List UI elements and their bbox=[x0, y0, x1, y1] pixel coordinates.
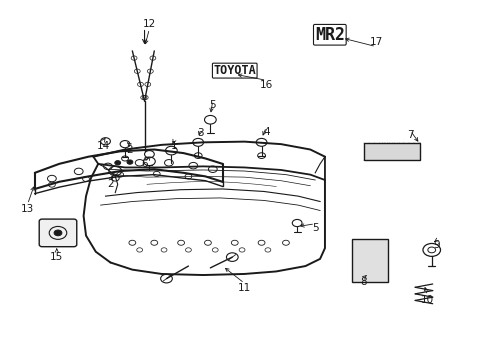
Bar bbox=[351, 239, 387, 282]
Text: 3: 3 bbox=[197, 129, 203, 138]
Text: 16: 16 bbox=[259, 80, 272, 90]
Text: MR2: MR2 bbox=[314, 26, 344, 44]
Circle shape bbox=[115, 161, 121, 165]
Text: 5: 5 bbox=[311, 224, 318, 233]
Text: 10: 10 bbox=[420, 295, 433, 305]
Text: 2: 2 bbox=[126, 144, 133, 154]
Text: 17: 17 bbox=[369, 37, 382, 47]
Bar bbox=[363, 143, 419, 160]
Text: 12: 12 bbox=[142, 19, 156, 29]
Text: 15: 15 bbox=[50, 252, 63, 262]
Text: 9: 9 bbox=[433, 239, 440, 249]
Circle shape bbox=[54, 230, 62, 236]
Text: 13: 13 bbox=[21, 204, 34, 214]
Circle shape bbox=[127, 160, 133, 164]
Text: 6: 6 bbox=[141, 159, 147, 169]
Text: 7: 7 bbox=[406, 130, 413, 140]
Text: 2: 2 bbox=[107, 179, 114, 189]
Text: 14: 14 bbox=[96, 141, 109, 151]
FancyBboxPatch shape bbox=[39, 219, 77, 247]
Text: 5: 5 bbox=[209, 100, 216, 110]
Text: 8: 8 bbox=[360, 277, 366, 287]
Text: 4: 4 bbox=[263, 127, 269, 136]
Text: 1: 1 bbox=[170, 141, 177, 151]
Text: TOYOTA: TOYOTA bbox=[213, 64, 256, 77]
Text: 11: 11 bbox=[237, 283, 251, 293]
